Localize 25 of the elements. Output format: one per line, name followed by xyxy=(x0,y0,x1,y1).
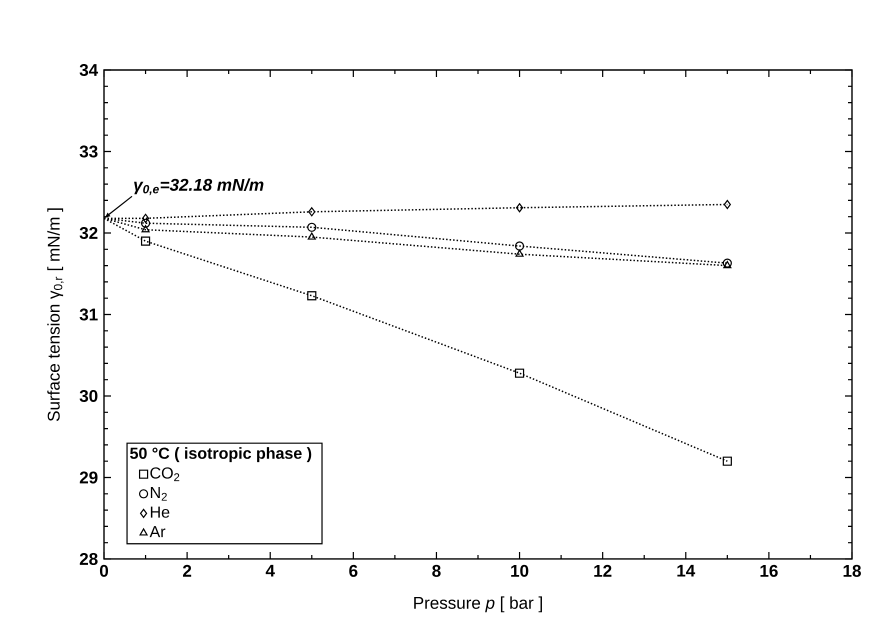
legend-label: He xyxy=(150,506,170,518)
legend-label: N$_{2}$ xyxy=(150,487,167,501)
y-axis-title: Surface tension γ$_{0,r}$ [ mN/m ] xyxy=(47,208,64,422)
y-tick-label: 34 xyxy=(80,64,98,76)
x-tick-label: 4 xyxy=(266,564,275,577)
legend-title: 50 °C ( isotropic phase ) xyxy=(130,447,312,462)
x-tick-label: 6 xyxy=(349,564,358,577)
legend-label: Ar xyxy=(150,526,166,538)
x-tick-label: 14 xyxy=(677,564,696,577)
x-tick-label: 12 xyxy=(594,564,612,577)
y-tick-label: 33 xyxy=(80,145,98,158)
x-axis-title: Pressure p [ bar ] xyxy=(414,596,542,612)
y-tick-label: 32 xyxy=(80,226,98,240)
x-tick-label: 2 xyxy=(182,564,192,577)
y-tick-label: 31 xyxy=(80,308,98,321)
x-tick-label: 18 xyxy=(844,564,861,577)
x-tick-label: 0 xyxy=(100,564,108,577)
x-tick-label: 10 xyxy=(511,564,528,577)
x-tick-label: 8 xyxy=(432,564,441,577)
y-tick-label: 28 xyxy=(80,552,98,566)
annotation: γ$_{0,e}$=32.18 mN/m xyxy=(134,178,264,196)
y-tick-label: 29 xyxy=(80,471,98,484)
legend-label: CO$_{2}$ xyxy=(150,467,180,482)
y-tick-label: 30 xyxy=(80,390,98,402)
x-tick-label: 16 xyxy=(760,564,778,577)
